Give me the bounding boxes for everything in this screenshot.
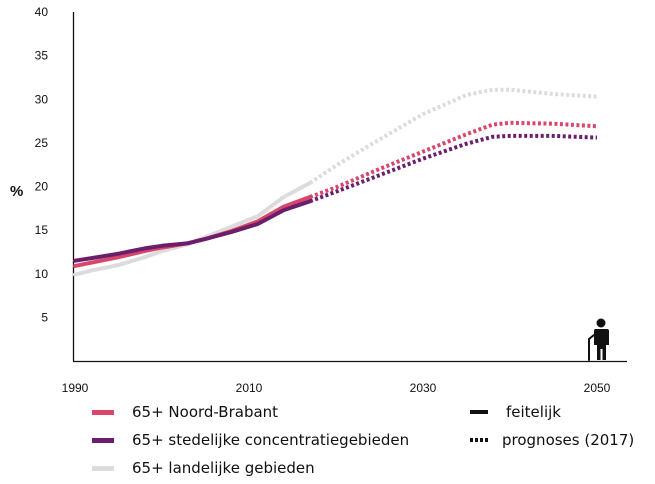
y-tick-label: 35 <box>35 49 49 63</box>
legend-label-feitelijk: feitelijk <box>506 403 561 421</box>
legend-item-stedelijk: 65+ stedelijke concentratiegebieden <box>92 431 409 449</box>
y-axis-ticks: 5 10 15 20 25 30 35 40 <box>35 5 49 324</box>
legend-swatch-landelijk <box>92 465 114 471</box>
series-line-actual-65-stedelijke-concentratiegebieden <box>73 199 312 263</box>
legend-swatch-noord-brabant <box>92 409 114 415</box>
y-tick-label: 5 <box>41 310 48 324</box>
x-tick-label: 2050 <box>584 381 611 395</box>
legend-item-landelijk: 65+ landelijke gebieden <box>92 459 315 477</box>
legend-item-noord-brabant: 65+ Noord-Brabant <box>92 403 278 421</box>
legend-label-prognoses: prognoses (2017) <box>502 431 635 449</box>
elderly-person-with-cane-icon <box>588 318 609 361</box>
y-tick-label: 25 <box>35 136 49 150</box>
legend-item-prognoses: prognoses (2017) <box>470 431 634 449</box>
x-axis-ticks: 1990 2010 2030 2050 <box>62 381 611 395</box>
series-line-forecast-65-noord-brabant <box>309 120 598 199</box>
series-line-forecast-65-stedelijke-concentratiegebieden <box>309 133 598 204</box>
legend-swatch-solid <box>470 410 488 414</box>
y-tick-label: 30 <box>35 92 49 106</box>
legend-item-feitelijk: feitelijk <box>470 403 561 421</box>
y-tick-label: 40 <box>35 5 49 19</box>
legend-label-stedelijk: 65+ stedelijke concentratiegebieden <box>132 431 410 449</box>
legend-swatch-dotted <box>470 438 488 442</box>
x-tick-label: 2010 <box>236 381 263 395</box>
legend-label-noord-brabant: 65+ Noord-Brabant <box>132 403 279 421</box>
x-tick-label: 1990 <box>62 381 89 395</box>
y-axis-label: % <box>10 183 23 200</box>
legend-swatch-stedelijk <box>92 437 114 443</box>
legend-label-landelijk: 65+ landelijke gebieden <box>132 459 315 477</box>
series-layer <box>73 87 598 277</box>
y-tick-label: 15 <box>35 223 49 237</box>
y-tick-label: 20 <box>35 180 49 194</box>
x-tick-label: 2030 <box>410 381 437 395</box>
y-tick-label: 10 <box>35 267 49 281</box>
series-line-forecast-65-landelijke-gebieden <box>308 87 598 185</box>
